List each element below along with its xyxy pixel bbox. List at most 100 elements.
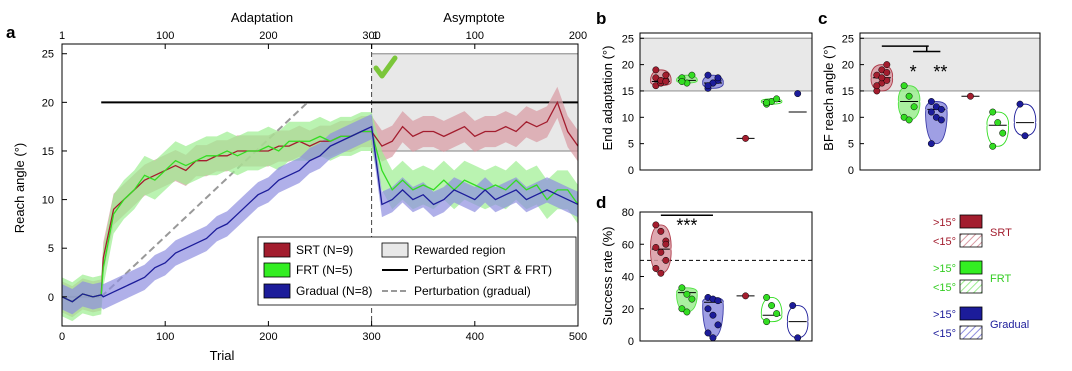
data-point: [927, 98, 935, 105]
violin-frt: [897, 85, 921, 121]
legend-lt-srt: <15°: [933, 236, 956, 248]
legend-label-srt: SRT (N=9): [296, 243, 353, 257]
y-tick-label: 80: [622, 207, 634, 219]
band-frt: [62, 112, 578, 322]
data-point: [927, 140, 935, 148]
y-tick-label: 25: [842, 33, 854, 45]
panel-a: a Adaptation Asymptote 0 100 200 300 400 500 0…: [6, 10, 587, 363]
data-point: [763, 99, 771, 107]
y-tick-label: 5: [848, 139, 854, 151]
data-point: [652, 221, 660, 229]
legend-label-frt: FRT (N=5): [296, 263, 353, 277]
data-point: [704, 71, 712, 79]
data-point: [999, 129, 1007, 137]
top-tick-label: 100: [156, 30, 174, 42]
line-frt: [61, 130, 579, 303]
data-point: [652, 264, 660, 272]
data-point: [794, 90, 802, 98]
data-point: [883, 61, 891, 69]
legend-a: SRT (N=9) FRT (N=5) Gradual (N=8) Reward…: [257, 236, 577, 306]
data-point: [704, 305, 712, 313]
y-tick-label: 15: [622, 86, 634, 98]
y-tick-label: 20: [622, 304, 634, 316]
data-point: [678, 284, 686, 292]
plot-frame-a: [61, 43, 579, 327]
panel-letter-d: d: [596, 193, 606, 212]
plot-frame: [859, 32, 1041, 171]
y-tick-label: 5: [628, 139, 634, 151]
y-tick-label: 20: [842, 60, 854, 72]
y-tick-label: 15: [842, 86, 854, 98]
adaptation-label: Adaptation: [231, 10, 293, 25]
legend-gt-srt: >15°: [933, 217, 956, 229]
y-axis-title-b: End adaptation (°): [600, 46, 615, 151]
y-tick-label: 15: [42, 146, 54, 158]
asymptote-label: Asymptote: [443, 10, 504, 25]
legend-group-gradual: Gradual: [990, 319, 1029, 331]
top-tick-label: 200: [259, 30, 277, 42]
data-point: [910, 103, 918, 111]
legend-swatch-srt-gt: [959, 214, 983, 229]
data-point: [900, 82, 908, 90]
data-point: [652, 66, 660, 74]
legend-label-region: Rewarded region: [414, 243, 505, 257]
y-tick-label: 20: [622, 60, 634, 72]
data-point: [714, 74, 722, 82]
top-tick-label: 1: [59, 30, 65, 42]
legend-box: [257, 236, 577, 306]
top-tick-label: 200: [569, 30, 587, 42]
y-tick-label: 10: [842, 112, 854, 124]
line-srt: [61, 100, 579, 303]
data-point: [967, 92, 974, 100]
data-point: [1016, 100, 1024, 108]
y-tick-label: 5: [48, 243, 54, 255]
panel-letter-b: b: [596, 9, 606, 28]
legend-label-pert: Perturbation (SRT & FRT): [414, 263, 552, 277]
data-point: [662, 78, 670, 85]
data-point: [714, 297, 722, 305]
plot-b: 0 5 10 15 20 25: [622, 32, 813, 177]
data-point: [657, 248, 665, 256]
band-srt: [62, 86, 578, 318]
data-point: [662, 71, 670, 79]
panel-d: d Success rate (%) 0 20 40 60 80 ***: [596, 193, 813, 348]
data-point: [688, 71, 696, 79]
data-point: [989, 108, 997, 116]
x-tick-label: 100: [156, 331, 174, 343]
significance-label: ***: [676, 215, 697, 235]
legend-group-srt: SRT: [990, 227, 1012, 239]
data-point: [709, 334, 717, 342]
plot-d: 0 20 40 60 80 ***: [622, 207, 813, 348]
x-tick-label: 500: [569, 331, 587, 343]
data-point: [937, 116, 945, 124]
legend-swatch-gradual: [263, 283, 291, 299]
group-legend: >15° <15° SRT >15° <15° FRT >15° <15° Gr…: [933, 214, 1029, 340]
y-tick-label: 40: [622, 272, 634, 284]
y-tick-label: 0: [628, 336, 634, 348]
y-tick-label: 60: [622, 239, 634, 251]
data-point: [652, 244, 660, 251]
data-point: [794, 334, 802, 342]
y-tick-label: 25: [42, 49, 54, 61]
y-tick-label: 25: [622, 33, 634, 45]
y-tick-label: 20: [42, 97, 54, 109]
data-point: [678, 305, 686, 313]
y-tick-label: 0: [628, 165, 634, 177]
data-point: [878, 74, 886, 82]
plot-frame: [639, 32, 813, 171]
data-point: [709, 311, 717, 319]
line-gradual: [61, 125, 579, 303]
data-point: [905, 92, 913, 100]
violin-gradual: [1013, 103, 1037, 137]
band-gradual: [62, 114, 578, 315]
y-tick-label: 0: [48, 292, 54, 304]
legend-swatch-srt-lt: [959, 233, 983, 248]
y-axis-title-c: BF reach angle (°): [821, 45, 836, 151]
panel-letter-c: c: [818, 9, 827, 28]
x-tick-label: 0: [59, 331, 65, 343]
data-point: [657, 227, 665, 235]
